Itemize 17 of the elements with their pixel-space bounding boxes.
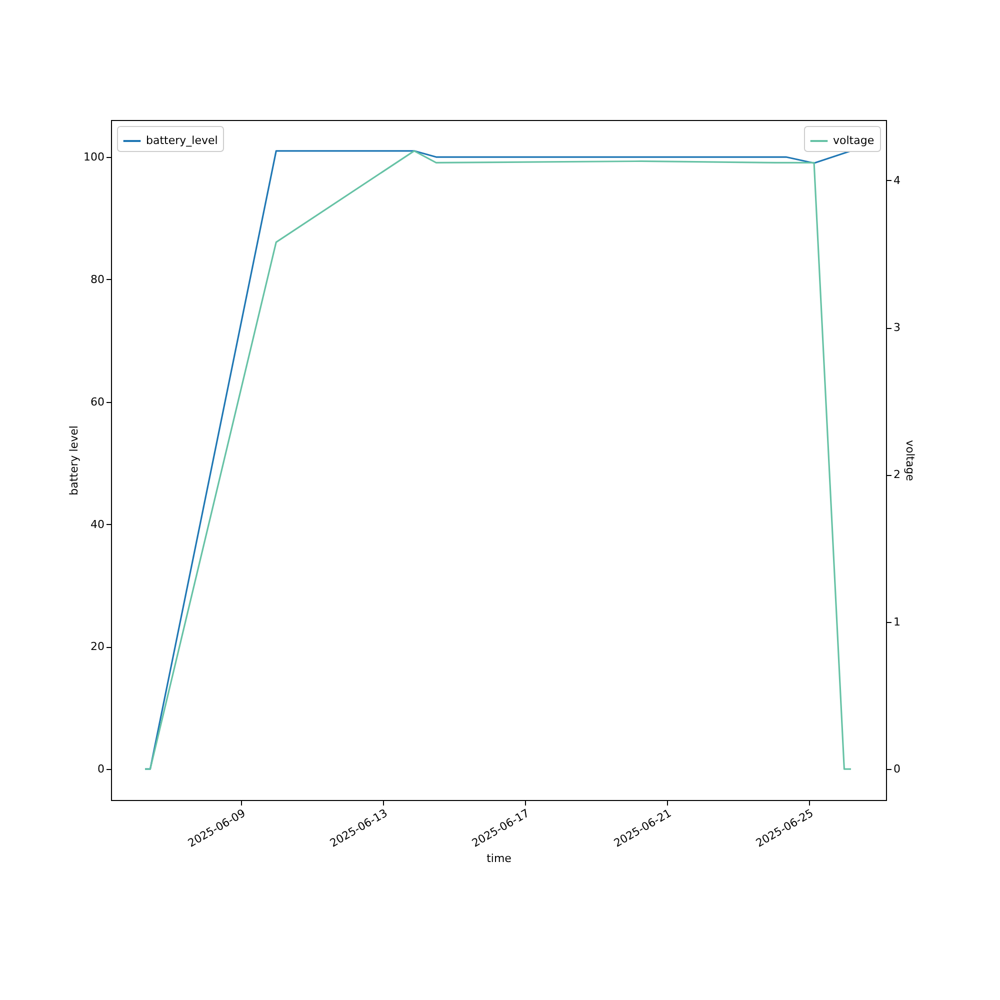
y-tick-label: 100 — [84, 150, 104, 164]
y2-tick-label: 4 — [894, 174, 900, 187]
legend-label: battery_level — [146, 134, 218, 147]
y-tick-label: 0 — [98, 762, 104, 776]
y-tick-label: 20 — [90, 640, 104, 654]
y2-tick-label: 0 — [894, 762, 900, 776]
legend-label: voltage — [833, 134, 874, 147]
y-tick-label: 40 — [90, 518, 104, 531]
y2-tick-label: 2 — [894, 468, 900, 482]
y2-axis-title: voltage — [904, 440, 916, 482]
x-axis-title: time — [486, 852, 512, 865]
y-tick-label: 80 — [90, 272, 104, 286]
y2-tick-label: 3 — [894, 321, 900, 334]
y-axis-title: battery level — [68, 426, 81, 496]
y2-tick-label: 1 — [894, 615, 900, 628]
line-series — [144, 150, 852, 770]
y-tick-label: 60 — [90, 395, 104, 408]
